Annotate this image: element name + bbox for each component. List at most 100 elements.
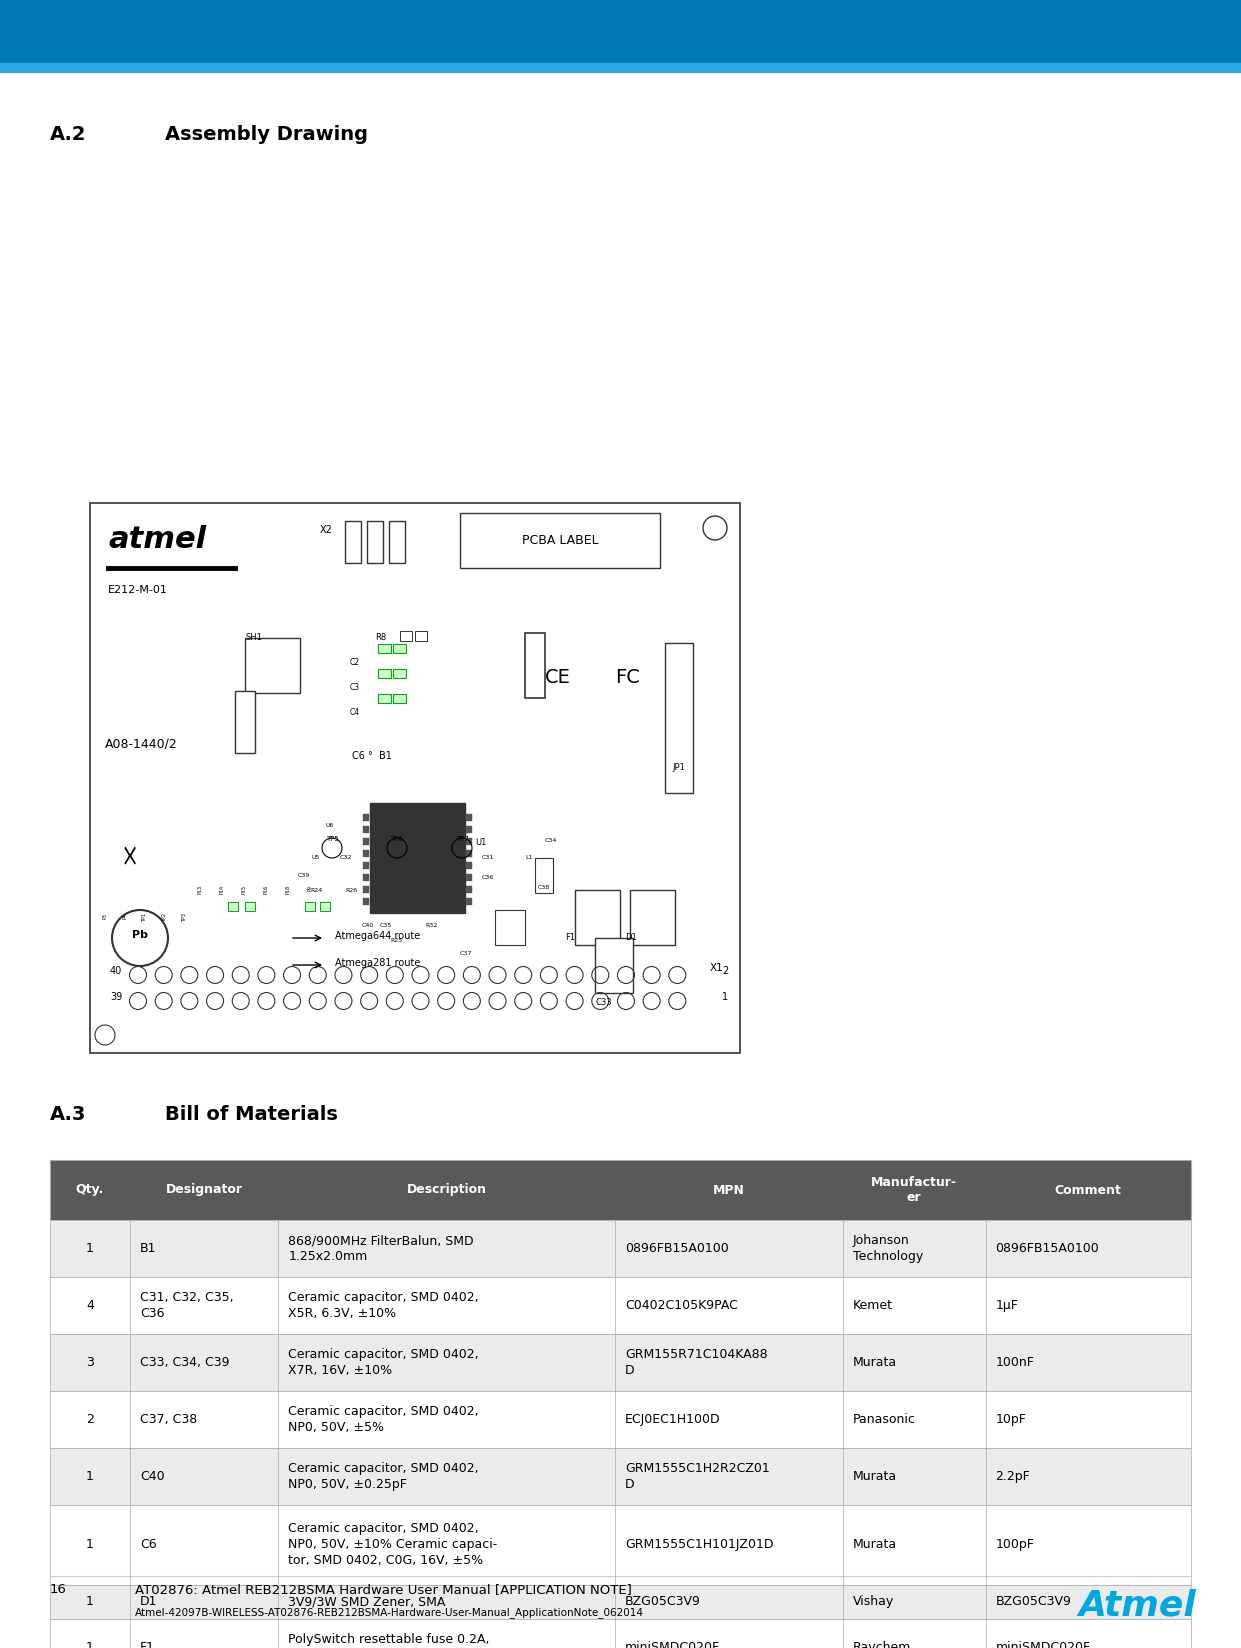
Bar (50, 1584, 1191, 1618)
Text: C34: C34 (545, 837, 557, 844)
Text: R24: R24 (310, 888, 323, 893)
Text: 100nF: 100nF (995, 1356, 1035, 1369)
Text: 2: 2 (722, 966, 728, 976)
Bar (367, 521, 383, 564)
Bar (665, 643, 692, 793)
Text: SH1: SH1 (244, 633, 262, 643)
Bar (50, 1160, 1191, 1220)
Text: Raychem: Raychem (853, 1641, 911, 1648)
Text: C6 °  B1: C6 ° B1 (352, 751, 392, 761)
Text: JP1: JP1 (671, 763, 685, 771)
Bar (393, 669, 406, 677)
Bar (393, 694, 406, 704)
Text: C40: C40 (362, 923, 375, 928)
Bar (364, 850, 369, 857)
Text: Vishay: Vishay (853, 1595, 895, 1608)
Text: C31: C31 (482, 855, 494, 860)
Text: A08-1440∕2: A08-1440∕2 (105, 738, 177, 751)
Bar (460, 513, 660, 569)
Bar (630, 890, 675, 944)
Bar (364, 826, 369, 832)
Text: A.3: A.3 (50, 1106, 87, 1124)
Text: 2: 2 (86, 1412, 94, 1426)
Text: TP5: TP5 (325, 836, 339, 842)
Text: 16: 16 (50, 1584, 67, 1595)
Text: Johanson
Technology: Johanson Technology (853, 1234, 923, 1262)
Bar (50, 1160, 1191, 1220)
Text: Comment: Comment (1055, 1183, 1122, 1196)
Text: miniSMDC020F: miniSMDC020F (624, 1641, 720, 1648)
Text: R26: R26 (345, 888, 357, 893)
Text: 2.2pF: 2.2pF (995, 1470, 1030, 1483)
Bar (575, 890, 620, 944)
Text: 0896FB15A0100: 0896FB15A0100 (995, 1243, 1100, 1256)
Bar (320, 901, 330, 911)
Text: C32: C32 (340, 855, 352, 860)
Bar (50, 1391, 1191, 1449)
Bar (364, 887, 369, 893)
Bar (244, 638, 300, 694)
Text: C39: C39 (298, 873, 310, 878)
Bar (535, 859, 553, 893)
Bar (0, 0, 1241, 63)
Text: R32: R32 (424, 923, 437, 928)
Text: C38: C38 (539, 885, 550, 890)
Bar (388, 521, 405, 564)
Text: C2: C2 (350, 658, 360, 667)
Text: TP6: TP6 (391, 836, 403, 842)
Bar (525, 633, 545, 699)
Bar (467, 898, 472, 905)
Text: P9: P9 (308, 885, 313, 892)
Text: C0402C105K9PAC: C0402C105K9PAC (624, 1299, 737, 1312)
Bar (400, 631, 412, 641)
Text: C35: C35 (380, 923, 392, 928)
Bar (467, 862, 472, 868)
Bar (379, 644, 391, 653)
Bar (370, 803, 465, 913)
Text: Atmega644 route: Atmega644 route (335, 931, 421, 941)
Text: GRM1555C1H2R2CZ01
D: GRM1555C1H2R2CZ01 D (624, 1462, 769, 1491)
Text: TP2: TP2 (163, 913, 168, 921)
Text: P18: P18 (285, 885, 290, 895)
Text: 1: 1 (86, 1641, 94, 1648)
Text: U1: U1 (475, 837, 486, 847)
Bar (50, 1449, 1191, 1505)
Text: R25: R25 (390, 938, 402, 943)
Text: 3V9/3W SMD Zener, SMA: 3V9/3W SMD Zener, SMA (288, 1595, 446, 1608)
Text: MPN: MPN (714, 1183, 745, 1196)
Text: 39: 39 (110, 992, 123, 1002)
Bar (594, 938, 633, 994)
Text: C4: C4 (350, 709, 360, 717)
Text: atmel: atmel (108, 526, 206, 554)
Text: PCBA LABEL: PCBA LABEL (521, 534, 598, 547)
Text: ECJ0EC1H100D: ECJ0EC1H100D (624, 1412, 721, 1426)
Text: BZG05C3V9: BZG05C3V9 (995, 1595, 1071, 1608)
Text: P16: P16 (263, 885, 268, 895)
Text: PolySwitch resettable fuse 0.2A,
30V: PolySwitch resettable fuse 0.2A, 30V (288, 1633, 490, 1648)
Bar (495, 910, 525, 944)
Text: Qty.: Qty. (76, 1183, 104, 1196)
Text: P15: P15 (242, 885, 247, 895)
Text: Bill of Materials: Bill of Materials (165, 1106, 338, 1124)
Bar (467, 850, 472, 857)
Text: 1: 1 (722, 992, 728, 1002)
Text: ☓: ☓ (122, 844, 138, 872)
Text: Assembly Drawing: Assembly Drawing (165, 125, 369, 143)
Text: 4: 4 (86, 1299, 94, 1312)
Text: E212-M-01: E212-M-01 (108, 585, 168, 595)
Text: C33: C33 (594, 999, 612, 1007)
Bar (91, 503, 740, 1053)
Bar (467, 873, 472, 882)
Bar (467, 826, 472, 832)
Text: Ceramic capacitor, SMD 0402,
NP0, 50V, ±10% Ceramic capaci-
tor, SMD 0402, C0G, : Ceramic capacitor, SMD 0402, NP0, 50V, ±… (288, 1523, 498, 1567)
Text: BZG05C3V9: BZG05C3V9 (624, 1595, 701, 1608)
Text: 100pF: 100pF (995, 1538, 1035, 1551)
Text: P4: P4 (123, 913, 128, 920)
Text: C40: C40 (140, 1470, 165, 1483)
Text: 1: 1 (86, 1470, 94, 1483)
Bar (345, 521, 361, 564)
Text: 868/900MHz FilterBalun, SMD
1.25x2.0mm: 868/900MHz FilterBalun, SMD 1.25x2.0mm (288, 1234, 474, 1262)
Text: GRM1555C1H101JZ01D: GRM1555C1H101JZ01D (624, 1538, 773, 1551)
Text: 1: 1 (86, 1595, 94, 1608)
Text: Panasonic: Panasonic (853, 1412, 916, 1426)
